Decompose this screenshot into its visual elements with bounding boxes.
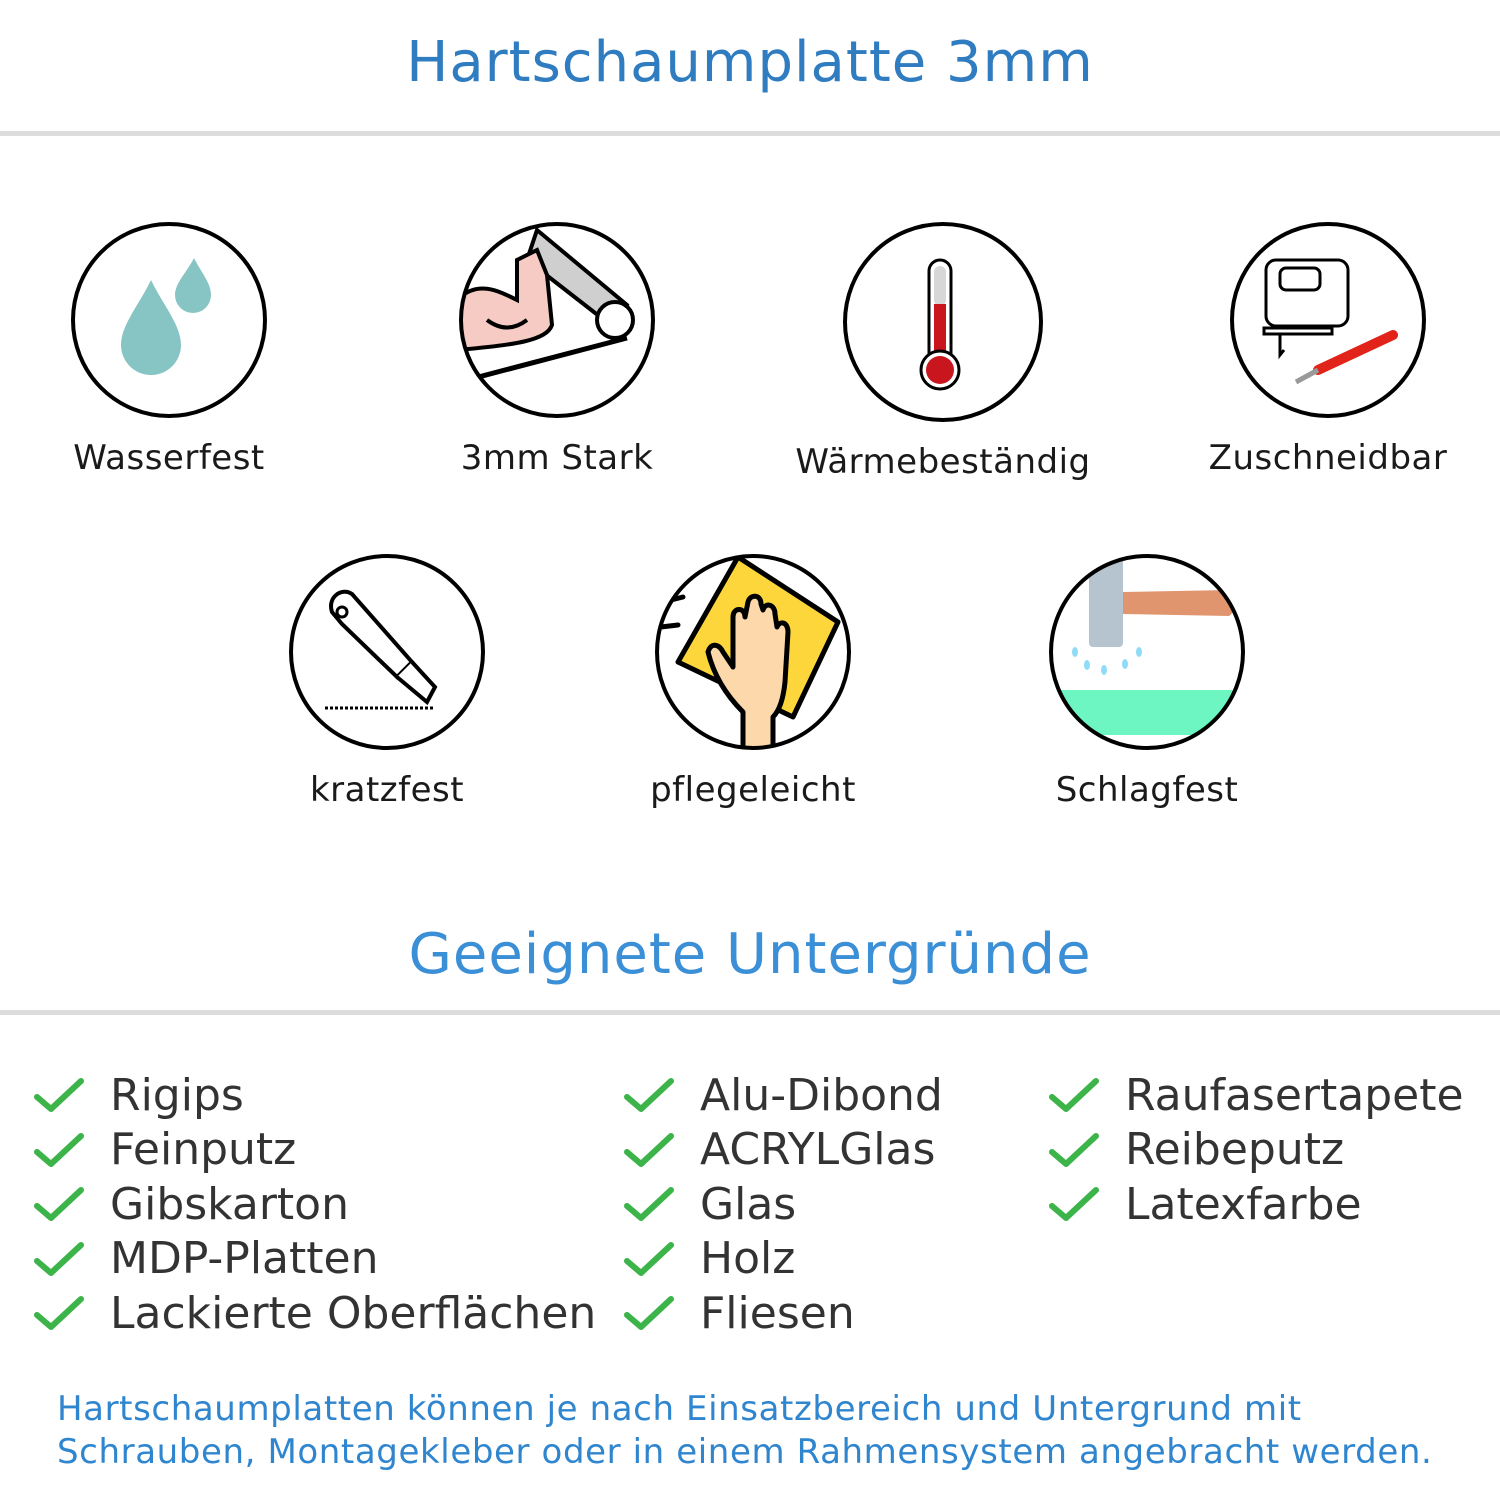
surface-label: Feinputz xyxy=(110,1124,297,1176)
surface-item: Rigips xyxy=(34,1068,596,1123)
surface-label: ACRYLGlas xyxy=(700,1124,936,1176)
surface-item: MDP-Platten xyxy=(34,1232,596,1287)
surface-item: Gibskarton xyxy=(34,1177,596,1232)
feature-3mm-stark: 3mm Stark xyxy=(377,220,737,478)
check-icon xyxy=(34,1187,84,1222)
check-icon xyxy=(34,1241,84,1276)
surface-column-1: Rigips Feinputz Gibskarton MDP-Platten Lacki… xyxy=(34,1068,596,1341)
footer-line: Hartschaumplatten können je nach Einsatz… xyxy=(57,1389,1302,1429)
surface-column-3: Raufasertapete Reibeputz Latexfarbe xyxy=(1049,1068,1464,1232)
check-icon xyxy=(624,1187,674,1222)
surface-item: Latexfarbe xyxy=(1049,1177,1464,1232)
surface-label: Lackierte Oberflächen xyxy=(110,1287,597,1339)
strong-arm-icon xyxy=(459,222,655,418)
surface-label: Alu-Dibond xyxy=(700,1069,943,1121)
surface-item: Raufasertapete xyxy=(1049,1068,1464,1123)
surface-column-2: Alu-Dibond ACRYLGlas Glas Holz Fliesen xyxy=(624,1068,943,1341)
surface-item: Reibeputz xyxy=(1049,1123,1464,1178)
surface-label: Rigips xyxy=(110,1069,244,1121)
feature-kratzfest: kratzfest xyxy=(207,552,567,810)
surface-label: Reibeputz xyxy=(1125,1124,1345,1176)
section-title: Geeignete Untergründe xyxy=(408,922,1092,987)
check-icon xyxy=(624,1241,674,1276)
check-icon xyxy=(1049,1132,1099,1167)
surface-item: ACRYLGlas xyxy=(624,1123,943,1178)
check-icon xyxy=(34,1078,84,1113)
water-drops-icon xyxy=(71,222,267,418)
feature-label: Zuschneidbar xyxy=(1208,438,1448,478)
hammer-icon xyxy=(1049,554,1245,750)
footer-note: Hartschaumplatten können je nach Einsatz… xyxy=(57,1388,1432,1474)
surface-item: Lackierte Oberflächen xyxy=(34,1286,596,1341)
thermometer-icon xyxy=(843,222,1043,422)
jigsaw-knife-icon xyxy=(1230,222,1426,418)
surface-label: Raufasertapete xyxy=(1125,1069,1464,1121)
feature-label: Schlagfest xyxy=(1055,770,1239,810)
feature-wasserfest: Wasserfest xyxy=(0,220,349,478)
feature-label: Wärmebeständig xyxy=(795,442,1091,482)
surface-item: Alu-Dibond xyxy=(624,1068,943,1123)
feature-label: kratzfest xyxy=(309,770,465,810)
surface-item: Holz xyxy=(624,1232,943,1287)
feature-schlagfest: Schlagfest xyxy=(967,552,1327,810)
feature-label: Wasserfest xyxy=(73,438,265,478)
surface-label: Gibskarton xyxy=(110,1178,349,1230)
check-icon xyxy=(1049,1078,1099,1113)
surface-label: Holz xyxy=(700,1233,796,1285)
feature-pflegeleicht: pflegeleicht xyxy=(573,552,933,810)
feature-label: 3mm Stark xyxy=(460,438,654,478)
surface-item: Feinputz xyxy=(34,1123,596,1178)
page-title: Hartschaumplatte 3mm xyxy=(406,30,1094,95)
check-icon xyxy=(624,1296,674,1331)
surface-label: Fliesen xyxy=(700,1287,855,1339)
wiping-hand-icon xyxy=(655,554,851,750)
surface-label: Glas xyxy=(700,1178,797,1230)
check-icon xyxy=(34,1296,84,1331)
footer-line: Schrauben, Montagekleber oder in einem R… xyxy=(57,1432,1433,1472)
surface-item: Fliesen xyxy=(624,1286,943,1341)
surface-label: MDP-Platten xyxy=(110,1233,379,1285)
feature-zuschneidbar: Zuschneidbar xyxy=(1148,220,1500,478)
surface-label: Latexfarbe xyxy=(1125,1178,1362,1230)
check-icon xyxy=(34,1132,84,1167)
check-icon xyxy=(624,1078,674,1113)
check-icon xyxy=(1049,1187,1099,1222)
divider xyxy=(0,131,1500,136)
surface-item: Glas xyxy=(624,1177,943,1232)
cutter-knife-icon xyxy=(289,554,485,750)
feature-waermebestaendig: Wärmebeständig xyxy=(763,220,1123,482)
divider xyxy=(0,1010,1500,1015)
feature-label: pflegeleicht xyxy=(650,770,856,810)
check-icon xyxy=(624,1132,674,1167)
